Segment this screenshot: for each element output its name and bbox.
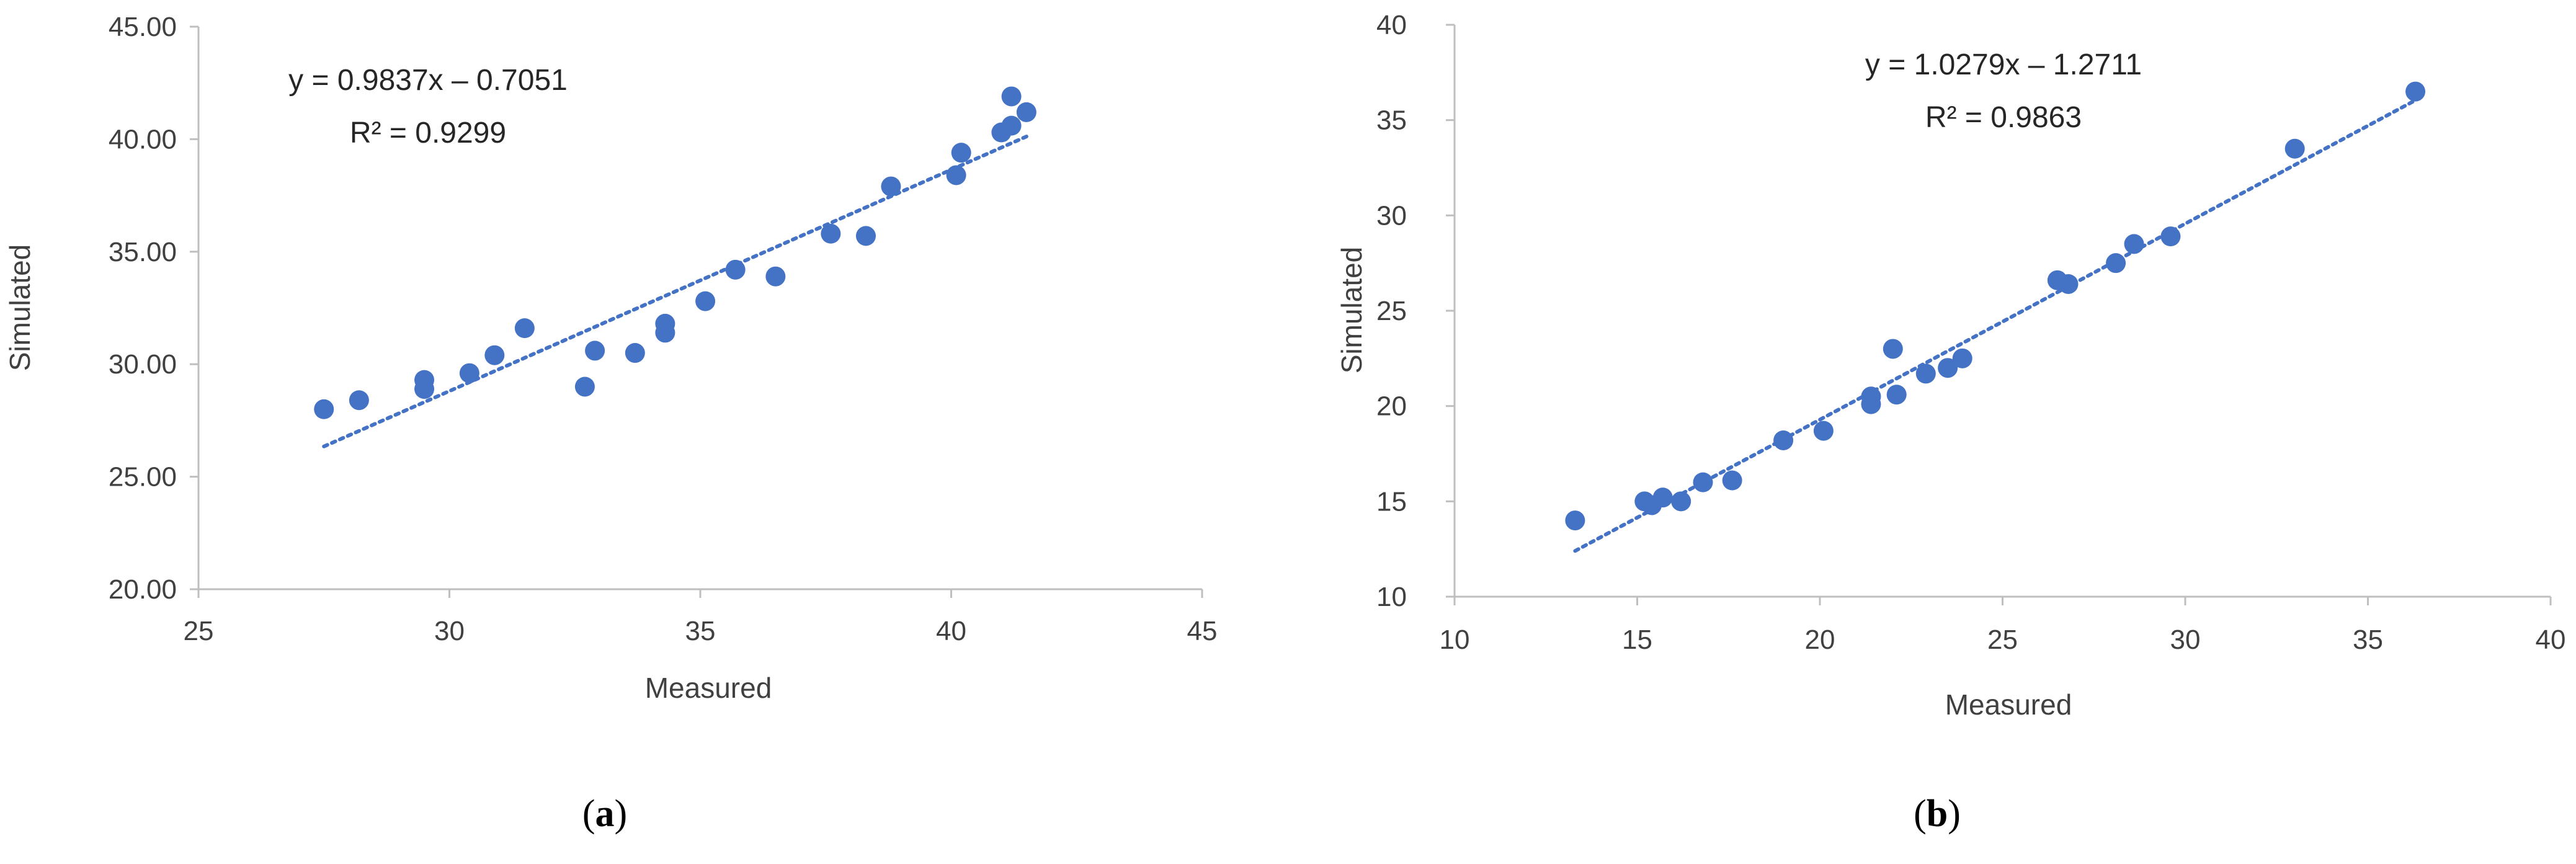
data-point (821, 223, 841, 244)
data-point (1915, 363, 1936, 384)
data-point (855, 226, 876, 246)
data-point (1001, 86, 1022, 107)
data-point (349, 390, 369, 411)
data-point (951, 143, 971, 163)
x-tick-label: 25 (1987, 625, 2018, 655)
x-tick-label: 15 (1622, 625, 1652, 655)
data-point (881, 176, 901, 197)
y-axis-title: Simulated (4, 244, 36, 372)
data-point (725, 259, 746, 280)
y-tick-label: 35 (1376, 105, 1407, 136)
r-squared-label: R² = 0.9299 (350, 117, 506, 149)
data-point (1565, 510, 1585, 531)
trendline (1573, 96, 2421, 553)
data-point (1722, 470, 1742, 491)
y-tick-label: 25.00 (109, 462, 177, 492)
chart-panel-b: 10 15 20 25 30 35 40 10 15 20 25 30 35 40 Measured Simu… (1335, 10, 2565, 835)
y-tick-label: 30 (1376, 200, 1407, 231)
y-tick-label: 25 (1376, 296, 1407, 326)
x-tick-label: 40 (2536, 625, 2566, 655)
data-point (1813, 421, 1834, 441)
y-axis-title: Simulated (1335, 247, 1368, 374)
y-tick-label: 20 (1376, 391, 1407, 422)
y-tick-label: 30.00 (109, 349, 177, 380)
data-point (414, 370, 435, 390)
data-point (1693, 472, 1713, 492)
data-point (574, 376, 595, 397)
data-point (1652, 488, 1673, 508)
x-tick-label: 35 (685, 616, 716, 646)
data-point (514, 318, 535, 339)
x-tick-label: 25 (184, 616, 214, 646)
data-point (625, 343, 645, 363)
y-tick-label: 15 (1376, 486, 1407, 517)
data-point (655, 313, 675, 334)
x-tick-label: 10 (1440, 625, 1470, 655)
y-tick-label: 20.00 (109, 574, 177, 605)
data-point (1886, 385, 1907, 405)
x-tick-label: 35 (2353, 625, 2383, 655)
y-tick-label: 10 (1376, 582, 1407, 612)
trendline-equation: y = 0.9837x – 0.7051 (288, 64, 568, 97)
data-point (1883, 339, 1903, 359)
panel-label: (a) (582, 793, 627, 835)
data-point (1938, 358, 1958, 378)
data-point (2405, 81, 2426, 102)
x-tick-label: 30 (2170, 625, 2201, 655)
data-point (1671, 491, 1691, 512)
data-point (2284, 138, 2305, 159)
data-point (585, 341, 605, 361)
chart-panel-a: 25 30 35 40 45 20.00 25.00 30.00 35.00 40.00 45.00… (4, 12, 1217, 835)
data-point (1773, 430, 1794, 450)
y-tick-label: 35.00 (109, 237, 177, 267)
panel-label: (b) (1914, 793, 1961, 835)
x-tick-label: 30 (434, 616, 465, 646)
data-point (765, 266, 786, 287)
x-tick-label: 20 (1805, 625, 1835, 655)
trendline-equation: y = 1.0279x – 1.2711 (1865, 48, 2142, 81)
x-axis-title: Measured (1945, 688, 2072, 721)
y-tick-label: 40.00 (109, 124, 177, 154)
x-tick-label: 40 (936, 616, 966, 646)
data-point (946, 165, 966, 185)
data-point (1952, 348, 1972, 368)
data-point (484, 345, 505, 365)
data-point (2160, 226, 2181, 247)
data-point (459, 363, 479, 383)
y-tick-label: 40 (1376, 10, 1407, 40)
r-squared-label: R² = 0.9863 (1925, 101, 2082, 134)
data-point (2058, 274, 2079, 294)
data-point (1861, 386, 1881, 407)
trendline (322, 135, 1028, 448)
x-tick-label: 45 (1187, 616, 1218, 646)
data-point (2106, 253, 2126, 274)
y-tick-label: 45.00 (109, 12, 177, 42)
data-point (695, 291, 716, 311)
data-point (314, 399, 334, 419)
data-point (1001, 115, 1022, 136)
data-point (2124, 234, 2144, 254)
x-axis-title: Measured (645, 672, 772, 704)
data-point (1016, 102, 1036, 122)
